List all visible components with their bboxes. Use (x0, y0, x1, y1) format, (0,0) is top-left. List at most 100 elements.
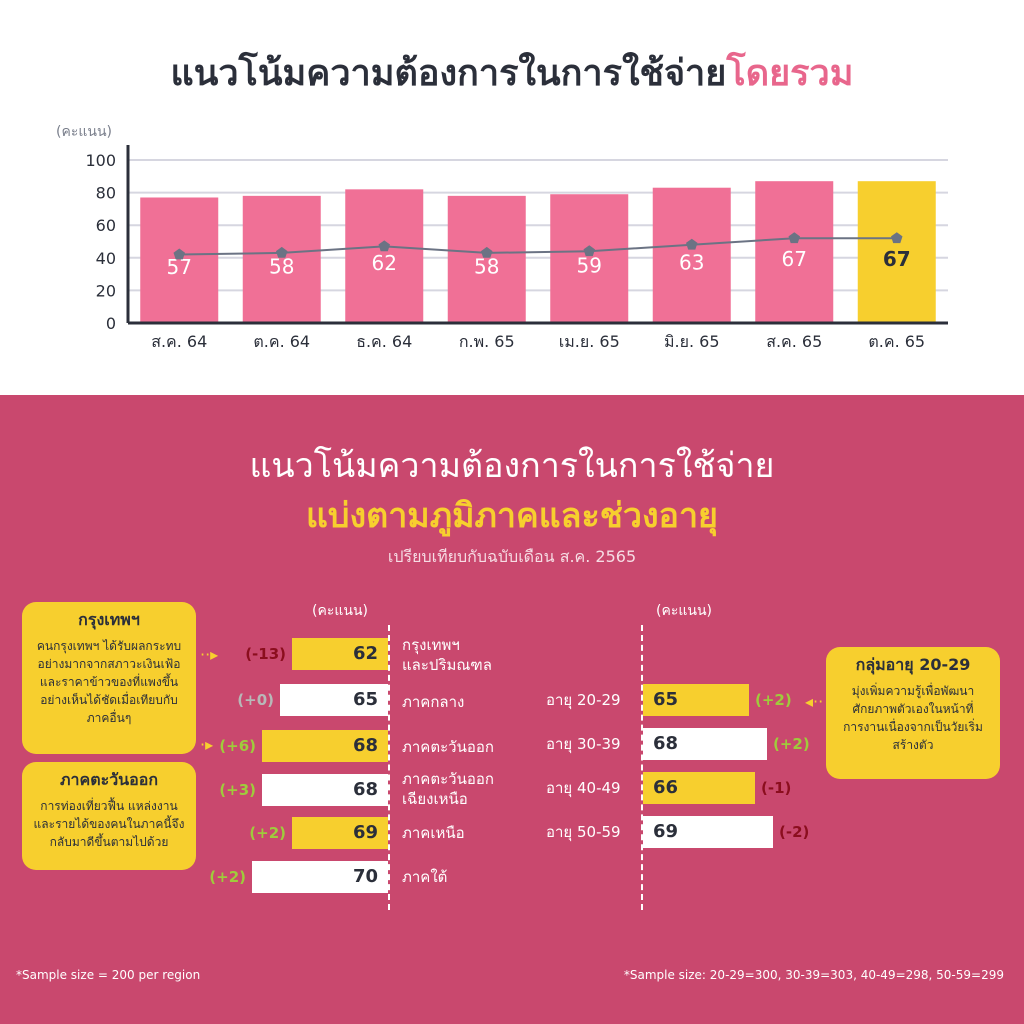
age-label: อายุ 50-59 (546, 823, 621, 841)
region-delta: (+3) (219, 781, 256, 799)
region-bar: 68 (262, 730, 388, 762)
bar (447, 195, 526, 323)
age-callout-line: การงานเนื่องจากเป็นวัยเริ่ม (843, 720, 983, 734)
age-callout-line: ศักยภาพตัวเองในหน้าที่ (852, 702, 974, 716)
region-delta: (-13) (245, 645, 286, 663)
region-value: 69 (352, 822, 378, 843)
bar-value-label: 63 (679, 250, 704, 274)
age-label: อายุ 30-39 (546, 735, 621, 753)
region-label-line: ภาคตะวันออก (402, 770, 494, 788)
bar (140, 197, 219, 323)
age-value: 66 (653, 777, 679, 798)
age-value: 69 (653, 821, 679, 842)
age-delta: (+2) (773, 735, 810, 753)
east-callout-line: กลับมาดีขึ้นตามไปด้วย (49, 835, 169, 849)
y-tick-label: 20 (96, 281, 116, 300)
age-bar: 65 (643, 684, 749, 716)
region-label-line: และปริมณฑล (402, 656, 492, 674)
bar-value-label: 67 (883, 247, 911, 271)
region-label-line: ภาคเหนือ (402, 824, 465, 842)
age-value: 68 (653, 733, 679, 754)
title-accent: โดยรวม (726, 53, 854, 94)
east-callout-line: การท่องเที่ยวฟื้น แหล่งงาน (40, 799, 178, 813)
age-bar: 68 (643, 728, 767, 760)
trend-point (276, 246, 288, 258)
bkk-callout-line: อย่างเห็นได้ชัดเมื่อเทียบกับ (40, 693, 178, 707)
y-tick-label: 80 (96, 184, 116, 203)
region-value: 68 (352, 779, 378, 800)
trend-point (481, 246, 493, 258)
region-label: กรุงเทพฯและปริมณฑล (402, 635, 492, 675)
bar (550, 194, 629, 323)
region-value: 62 (352, 643, 378, 664)
east-callout-arrow-icon: ·▸ (200, 735, 214, 754)
trend-point (891, 232, 903, 244)
age-callout-line: มุ่งเพิ่มความรู้เพื่อพัฒนา (851, 684, 975, 698)
region-label-line: กรุงเทพฯ (402, 636, 460, 654)
bar-value-label: 59 (577, 254, 602, 278)
age-bar: 69 (643, 816, 773, 848)
age-value: 65 (653, 689, 679, 710)
x-tick-label: ธ.ค. 64 (356, 332, 412, 351)
age-axis (641, 625, 643, 910)
region-value: 65 (352, 689, 378, 710)
x-tick-label: มิ.ย. 65 (664, 332, 720, 351)
region-label: ภาคตะวันออกเฉียงเหนือ (402, 769, 494, 809)
east-callout-title: ภาคตะวันออก (59, 770, 159, 789)
section-title: แนวโน้มความต้องการในการใช้จ่าย (249, 446, 775, 486)
age-label: อายุ 20-29 (546, 691, 621, 709)
region-value: 68 (352, 735, 378, 756)
bar-value-label: 67 (782, 247, 807, 271)
region-label-line: ภาคตะวันออก (402, 738, 494, 756)
x-tick-label: ส.ค. 65 (766, 332, 822, 351)
trend-point (173, 248, 185, 260)
y-tick-label: 60 (96, 216, 116, 235)
age-bar: 66 (643, 772, 755, 804)
region-delta: (+2) (249, 824, 286, 842)
x-tick-label: เม.ย. 65 (559, 332, 620, 351)
title-main: แนวโน้มความต้องการในการใช้จ่าย (170, 53, 727, 94)
region-delta: (+6) (219, 737, 256, 755)
region-value: 70 (352, 866, 378, 887)
region-label: ภาคตะวันออก (402, 737, 494, 757)
region-bar: 69 (292, 817, 388, 849)
bkk-callout-line: อย่างมากจากสภาวะเงินเฟ้อ (37, 657, 181, 671)
age-label: อายุ 40-49 (546, 779, 621, 797)
age-callout-arrow-icon: ◂·· (805, 692, 824, 711)
region-bar: 68 (262, 774, 388, 806)
x-tick-label: ต.ค. 64 (253, 332, 310, 351)
trend-point (788, 232, 800, 244)
region-delta: (+2) (209, 868, 246, 886)
region-label: ภาคใต้ (402, 867, 447, 887)
x-tick-label: ก.พ. 65 (459, 332, 515, 351)
age-callout-line: สร้างตัว (892, 738, 934, 752)
region-bar: 70 (252, 861, 388, 893)
bkk-callout-arrow-icon: ··▸ (200, 645, 219, 664)
y-axis-label: (คะแนน) (56, 124, 112, 140)
bar (857, 181, 936, 323)
x-tick-label: ส.ค. 64 (151, 332, 207, 351)
age-callout: กลุ่มอายุ 20-29 มุ่งเพิ่มความรู้เพื่อพัฒ… (826, 647, 1000, 779)
region-label: ภาคเหนือ (402, 823, 465, 843)
section-title-highlight: แบ่งตามภูมิภาคและช่วงอายุ (306, 496, 718, 536)
east-callout-line: และรายได้ของคนในภาคนี้จึง (33, 817, 185, 831)
bar-value-label: 58 (269, 254, 294, 278)
y-tick-label: 0 (106, 314, 116, 333)
age-unit-label: (คะแนน) (656, 603, 712, 619)
region-axis (388, 625, 390, 910)
region-delta: (+0) (237, 691, 274, 709)
east-callout: ภาคตะวันออก การท่องเที่ยวฟื้น แหล่งงาน แ… (22, 762, 196, 870)
bkk-callout-line: คนกรุงเทพฯ ได้รับผลกระทบ (36, 639, 182, 653)
bar (345, 189, 424, 323)
region-bar: 62 (292, 638, 388, 670)
y-tick-label: 40 (96, 249, 116, 268)
region-sample-note: *Sample size = 200 per region (16, 968, 201, 982)
bkk-callout: กรุงเทพฯ คนกรุงเทพฯ ได้รับผลกระทบ อย่างม… (22, 602, 196, 754)
x-tick-label: ต.ค. 65 (868, 332, 925, 351)
region-label-line: เฉียงเหนือ (402, 790, 468, 808)
bar (755, 181, 834, 323)
section-subtitle: เปรียบเทียบกับฉบับเดือน ส.ค. 2565 (387, 547, 637, 566)
region-bar: 65 (280, 684, 388, 716)
age-delta: (-2) (779, 823, 810, 841)
